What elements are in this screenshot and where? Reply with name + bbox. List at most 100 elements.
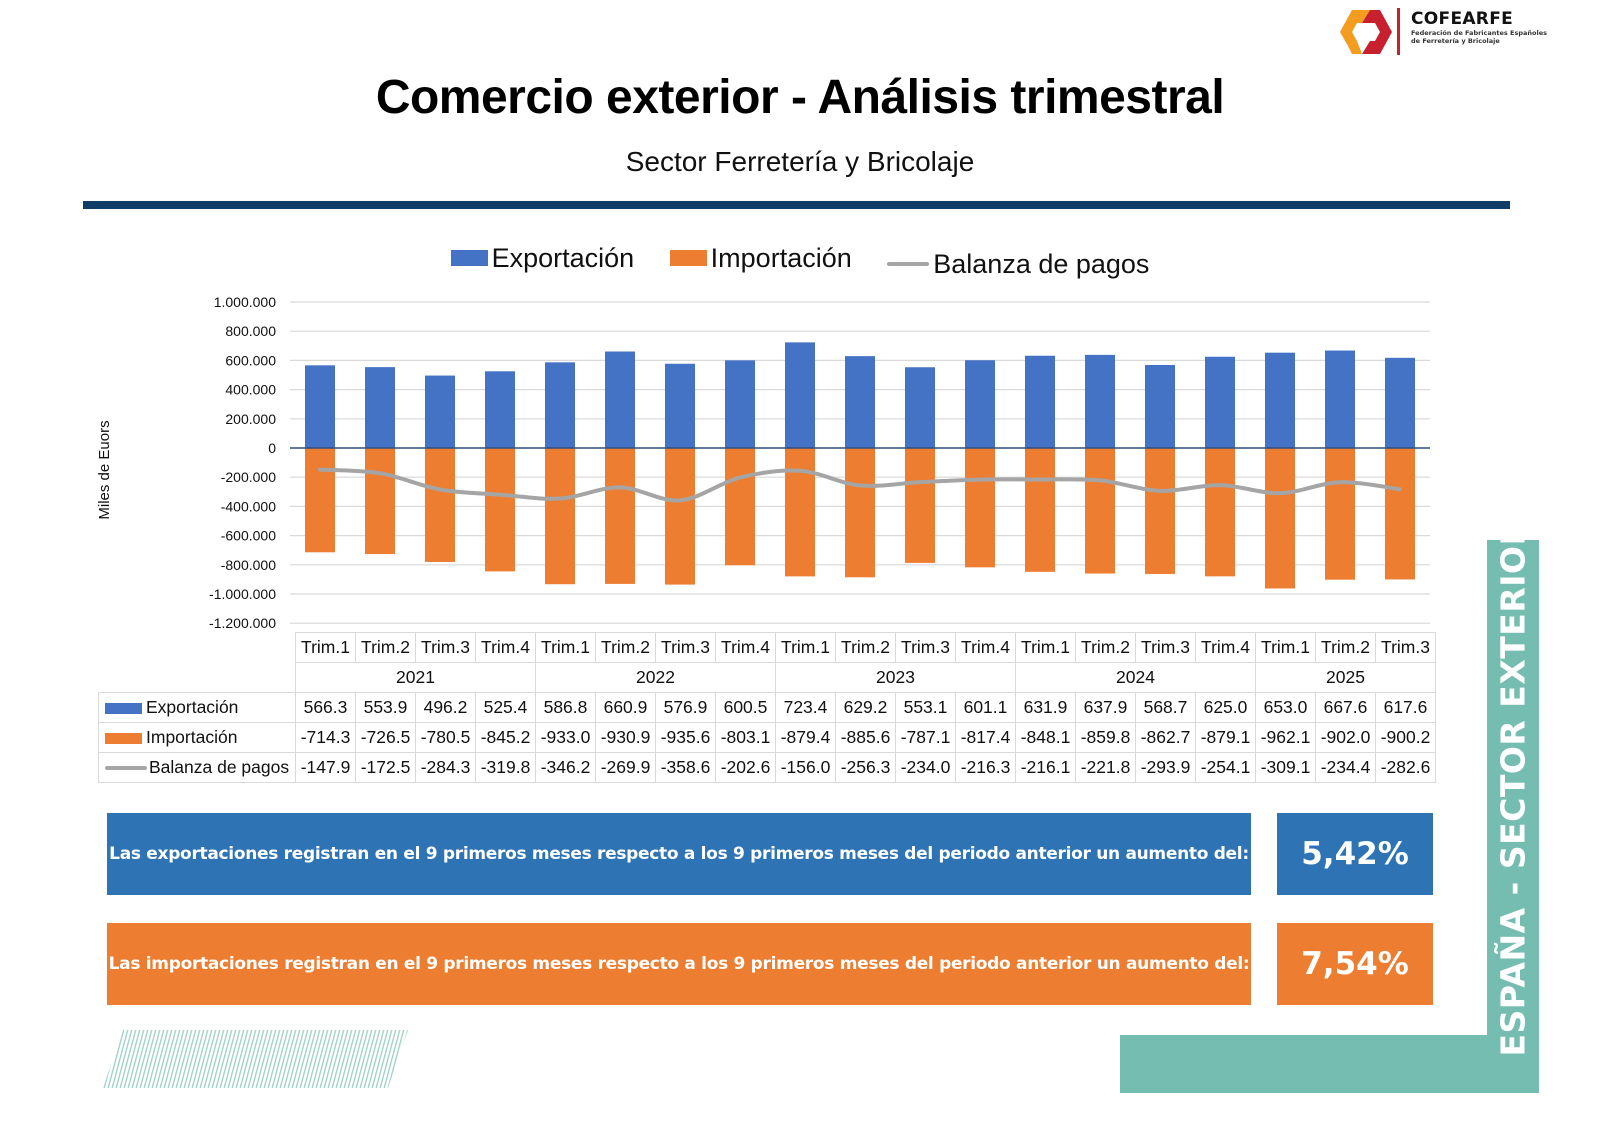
table-quarter-header: Trim.1 [1255, 632, 1316, 663]
hatch-pattern [103, 1030, 408, 1088]
y-tick-label: 1.000.000 [214, 294, 276, 310]
table-cell: -787.1 [895, 722, 956, 753]
bar-exportacion [965, 360, 995, 448]
table-cell: -256.3 [835, 752, 896, 783]
table-cell: -726.5 [355, 722, 416, 753]
bar-importacion [485, 448, 515, 572]
legend-item-importacion: Importación [669, 242, 852, 274]
bar-importacion [1025, 448, 1055, 572]
table-cell: -282.6 [1375, 752, 1436, 783]
y-tick-label: 600.000 [225, 352, 276, 368]
legend-line-balanza [887, 262, 930, 266]
bar-exportacion [485, 371, 515, 448]
table-quarter-header: Trim.3 [1135, 632, 1196, 663]
table-label-importacion: Importación [146, 727, 238, 747]
logo-hexagon-icon [1340, 10, 1392, 54]
bar-exportacion [1025, 355, 1055, 448]
table-cell: -862.7 [1135, 722, 1196, 753]
table-cell: -879.1 [1195, 722, 1256, 753]
bar-exportacion [545, 362, 575, 448]
bar-exportacion [425, 375, 455, 448]
table-row-label: Importación [98, 722, 296, 753]
table-cell: -221.8 [1075, 752, 1136, 783]
table-quarter-header: Trim.1 [295, 632, 356, 663]
y-tick-label: 200.000 [225, 411, 276, 427]
bar-exportacion [1325, 350, 1355, 448]
table-quarter-header: Trim.1 [1015, 632, 1076, 663]
table-quarter-header: Trim.2 [355, 632, 416, 663]
bar-exportacion [1145, 364, 1175, 448]
table-cell: -935.6 [655, 722, 716, 753]
table-swatch-importacion [105, 732, 142, 744]
table-label-exportacion: Exportación [146, 697, 239, 717]
bar-importacion [425, 448, 455, 562]
table-cell: 637.9 [1075, 692, 1136, 723]
bar-exportacion [785, 342, 815, 448]
bar-exportacion [365, 367, 395, 448]
table-cell: 601.1 [955, 692, 1016, 723]
table-cell: 525.4 [475, 692, 536, 723]
table-cell: -254.1 [1195, 752, 1256, 783]
table-row: Balanza de pagos -147.9 -172.5 -284.3 -319.… [98, 752, 1436, 783]
bar-exportacion [305, 365, 335, 448]
table-cell: -848.1 [1015, 722, 1076, 753]
table-cell: -859.8 [1075, 722, 1136, 753]
table-quarter-header: Trim.4 [955, 632, 1016, 663]
table-year-header: 2025 [1255, 662, 1436, 693]
table-cell: 625.0 [1195, 692, 1256, 723]
table-row: Importación -714.3 -726.5 -780.5 -845.2 -933… [98, 722, 1436, 753]
bar-importacion [1145, 448, 1175, 574]
table-cell: 568.7 [1135, 692, 1196, 723]
table-cell: -900.2 [1375, 722, 1436, 753]
table-row: Exportación 566.3 553.9 496.2 525.4 586.8 660… [98, 692, 1436, 723]
table-row-label: Exportación [98, 692, 296, 723]
bar-importacion [665, 448, 695, 585]
table-cell: -202.6 [715, 752, 776, 783]
table-corner [99, 633, 296, 663]
table-cell: -216.1 [1015, 752, 1076, 783]
table-quarter-header: Trim.2 [595, 632, 656, 663]
table-cell: 600.5 [715, 692, 776, 723]
bar-exportacion [725, 360, 755, 448]
table-quarter-header: Trim.3 [415, 632, 476, 663]
legend-label-importacion: Importación [710, 242, 852, 273]
side-banner-text: ESPAÑA - SECTOR EXTERIOR [1493, 518, 1533, 1057]
bar-importacion [605, 448, 635, 584]
bar-importacion [1385, 448, 1415, 580]
table-year-header: 2024 [1015, 662, 1256, 693]
table-cell: -284.3 [415, 752, 476, 783]
table-cell: -962.1 [1255, 722, 1316, 753]
table-cell: -234.0 [895, 752, 956, 783]
legend-label-exportacion: Exportación [491, 242, 635, 273]
table-line-balanza [105, 766, 147, 771]
bar-exportacion [605, 351, 635, 448]
table-cell: -147.9 [295, 752, 356, 783]
logo-federation-line2: de Ferretería y Bricolaje [1411, 37, 1500, 45]
table-cell: -930.9 [595, 722, 656, 753]
table-cell: 496.2 [415, 692, 476, 723]
legend-label-balanza: Balanza de pagos [933, 248, 1150, 279]
side-banner: ESPAÑA - SECTOR EXTERIOR [1487, 519, 1539, 1056]
table-cell: -156.0 [775, 752, 836, 783]
data-table: Trim.1 Trim.2 Trim.3 Trim.4 Trim.1 Trim.2 Trim… [98, 632, 1436, 783]
logo-brand: COFEARFE [1411, 9, 1514, 29]
imports-pct-value: 7,54% [1301, 946, 1409, 982]
exports-pct-value: 5,42% [1301, 836, 1409, 872]
table-cell: 723.4 [775, 692, 836, 723]
header-rule [83, 201, 1510, 209]
bar-importacion [785, 448, 815, 577]
table-cell: 660.9 [595, 692, 656, 723]
table-cell: 667.6 [1315, 692, 1376, 723]
bar-importacion [1085, 448, 1115, 574]
bar-importacion [1265, 448, 1295, 589]
logo-divider [1397, 8, 1400, 55]
bar-importacion [845, 448, 875, 578]
logo-federation-line1: Federación de Fabricantes Españoles [1411, 29, 1547, 37]
exports-summary-text: Las exportaciones registran en el 9 prim… [109, 844, 1249, 864]
y-tick-label: -800.000 [221, 557, 276, 573]
imports-summary-text: Las importaciones registran en el 9 prim… [108, 954, 1250, 974]
bar-importacion [1325, 448, 1355, 580]
table-cell: -879.4 [775, 722, 836, 753]
table-cell: -885.6 [835, 722, 896, 753]
table-cell: -817.4 [955, 722, 1016, 753]
